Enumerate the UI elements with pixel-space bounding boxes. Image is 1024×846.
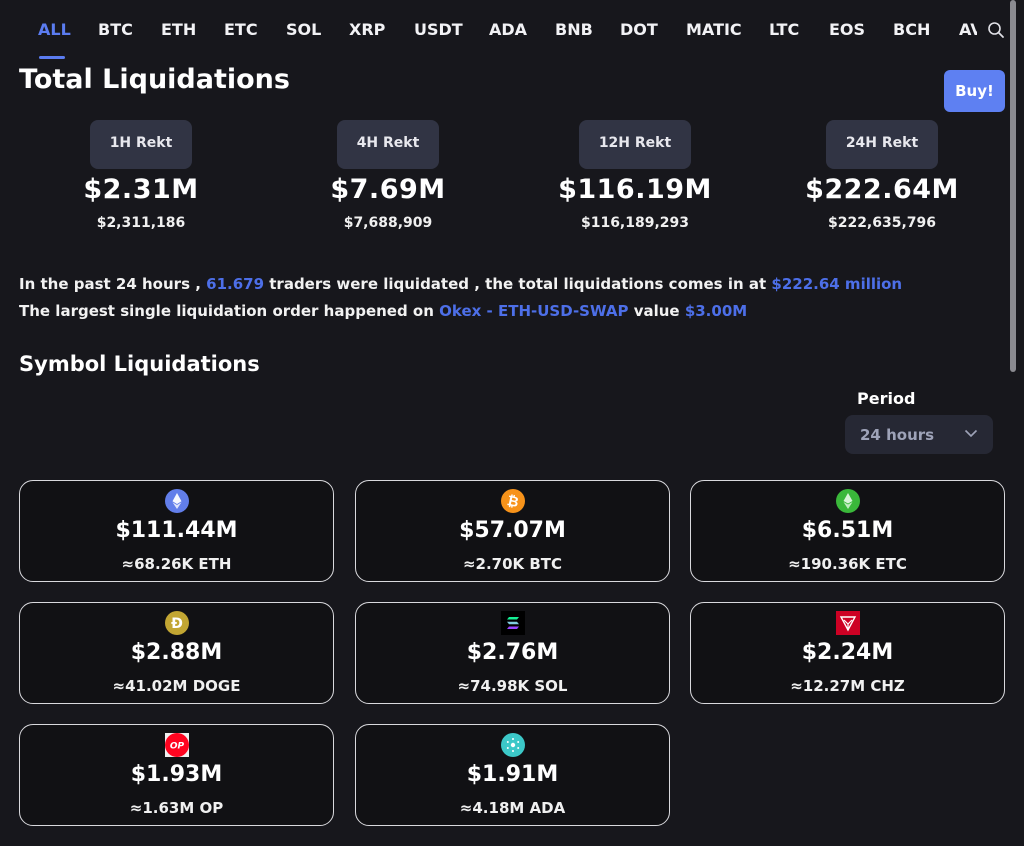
stat-short-value: $7.69M: [330, 174, 446, 205]
stat-24h: 24H Rekt $222.64M $222,635,796: [762, 120, 1002, 231]
tab-avax[interactable]: AVAX: [959, 20, 977, 39]
stat-label: 4H Rekt: [336, 120, 440, 169]
tab-eth[interactable]: ETH: [161, 20, 197, 39]
card-amount: ≈190.36K ETC: [788, 555, 907, 573]
stat-label: 24H Rekt: [825, 120, 939, 169]
card-amount: ≈4.18M ADA: [459, 799, 566, 817]
svg-text:OP: OP: [169, 742, 184, 752]
summary-text: traders were liquidated , the total liqu…: [264, 275, 772, 293]
bitcoin-icon: ₿: [500, 489, 525, 513]
stat-exact-value: $7,688,909: [343, 215, 433, 231]
tab-btc[interactable]: BTC: [98, 20, 133, 39]
page-title: Total Liquidations: [19, 64, 290, 95]
stat-label: 12H Rekt: [578, 120, 692, 169]
tab-bch[interactable]: BCH: [893, 20, 931, 39]
card-value: $1.93M: [130, 762, 223, 787]
buy-button[interactable]: Buy!: [944, 70, 1005, 112]
chiliz-icon: [835, 611, 860, 635]
coin-tabs: ALL BTC ETH ETC SOL XRP USDT ADA BNB DOT…: [0, 0, 1008, 60]
chevron-down-icon: [964, 429, 978, 438]
search-icon[interactable]: [987, 21, 1005, 39]
summary-text: The largest single liquidation order hap…: [19, 302, 440, 320]
tab-sol[interactable]: SOL: [286, 20, 322, 39]
stat-exact-value: $2,311,186: [96, 215, 186, 231]
symbol-card-doge[interactable]: Đ $2.88M ≈41.02M DOGE: [19, 602, 334, 704]
ethereum-classic-icon: [835, 489, 860, 513]
summary-text: value: [628, 302, 685, 320]
symbol-card-chz[interactable]: $2.24M ≈12.27M CHZ: [690, 602, 1005, 704]
stat-label: 1H Rekt: [89, 120, 193, 169]
tab-eos[interactable]: EOS: [829, 20, 866, 39]
stat-12h: 12H Rekt $116.19M $116,189,293: [515, 120, 755, 231]
tab-bnb[interactable]: BNB: [555, 20, 593, 39]
card-amount: ≈12.27M CHZ: [790, 677, 905, 695]
liquidation-summary: In the past 24 hours , 61.679 traders we…: [19, 271, 902, 325]
optimism-icon: OP: [164, 733, 189, 757]
stat-1h: 1H Rekt $2.31M $2,311,186: [21, 120, 261, 231]
stat-exact-value: $222,635,796: [827, 215, 937, 231]
tab-dot[interactable]: DOT: [620, 20, 658, 39]
scrollbar-thumb[interactable]: [1010, 0, 1016, 372]
tab-xrp[interactable]: XRP: [349, 20, 386, 39]
svg-text:Đ: Đ: [171, 616, 183, 632]
stat-exact-value: $116,189,293: [580, 215, 690, 231]
symbol-card-ada[interactable]: $1.91M ≈4.18M ADA: [355, 724, 670, 826]
symbol-card-eth[interactable]: $111.44M ≈68.26K ETH: [19, 480, 334, 582]
period-value: 24 hours: [860, 425, 935, 444]
symbol-card-btc[interactable]: ₿ $57.07M ≈2.70K BTC: [355, 480, 670, 582]
summary-text: In the past 24 hours ,: [19, 275, 207, 293]
largest-order-value: $3.00M: [684, 302, 748, 320]
card-value: $1.91M: [466, 762, 559, 787]
card-amount: ≈41.02M DOGE: [112, 677, 241, 695]
total-liquidations-value: $222.64 million: [771, 275, 903, 293]
symbol-card-op[interactable]: OP $1.93M ≈1.63M OP: [19, 724, 334, 826]
card-value: $2.76M: [466, 640, 559, 665]
ethereum-icon: [164, 489, 189, 513]
card-value: $2.24M: [801, 640, 894, 665]
card-value: $111.44M: [115, 518, 238, 543]
active-tab-indicator: [39, 56, 65, 59]
solana-icon: [500, 611, 525, 635]
section-title: Symbol Liquidations: [19, 352, 260, 376]
tab-ada[interactable]: ADA: [489, 20, 528, 39]
card-value: $2.88M: [130, 640, 223, 665]
svg-text:₿: ₿: [505, 493, 519, 511]
card-amount: ≈74.98K SOL: [457, 677, 568, 695]
dogecoin-icon: Đ: [164, 611, 189, 635]
stat-short-value: $116.19M: [558, 174, 712, 205]
tab-matic[interactable]: MATIC: [686, 20, 742, 39]
tab-ltc[interactable]: LTC: [769, 20, 800, 39]
stat-short-value: $2.31M: [83, 174, 199, 205]
card-amount: ≈68.26K ETH: [121, 555, 232, 573]
card-amount: ≈1.63M OP: [129, 799, 224, 817]
card-value: $57.07M: [459, 518, 566, 543]
symbol-card-sol[interactable]: $2.76M ≈74.98K SOL: [355, 602, 670, 704]
symbol-card-etc[interactable]: $6.51M ≈190.36K ETC: [690, 480, 1005, 582]
summary-line-2: The largest single liquidation order hap…: [19, 298, 902, 325]
tab-all[interactable]: ALL: [38, 20, 71, 39]
stat-short-value: $222.64M: [805, 174, 959, 205]
tab-etc[interactable]: ETC: [224, 20, 258, 39]
cardano-icon: [500, 733, 525, 757]
period-select[interactable]: 24 hours: [845, 415, 993, 454]
stat-4h: 4H Rekt $7.69M $7,688,909: [268, 120, 508, 231]
summary-line-1: In the past 24 hours , 61.679 traders we…: [19, 271, 902, 298]
card-amount: ≈2.70K BTC: [462, 555, 563, 573]
card-value: $6.51M: [801, 518, 894, 543]
largest-order-link[interactable]: Okex - ETH-USD-SWAP: [439, 302, 629, 320]
tab-usdt[interactable]: USDT: [414, 20, 463, 39]
traders-count: 61.679: [206, 275, 265, 293]
period-label: Period: [857, 389, 916, 408]
